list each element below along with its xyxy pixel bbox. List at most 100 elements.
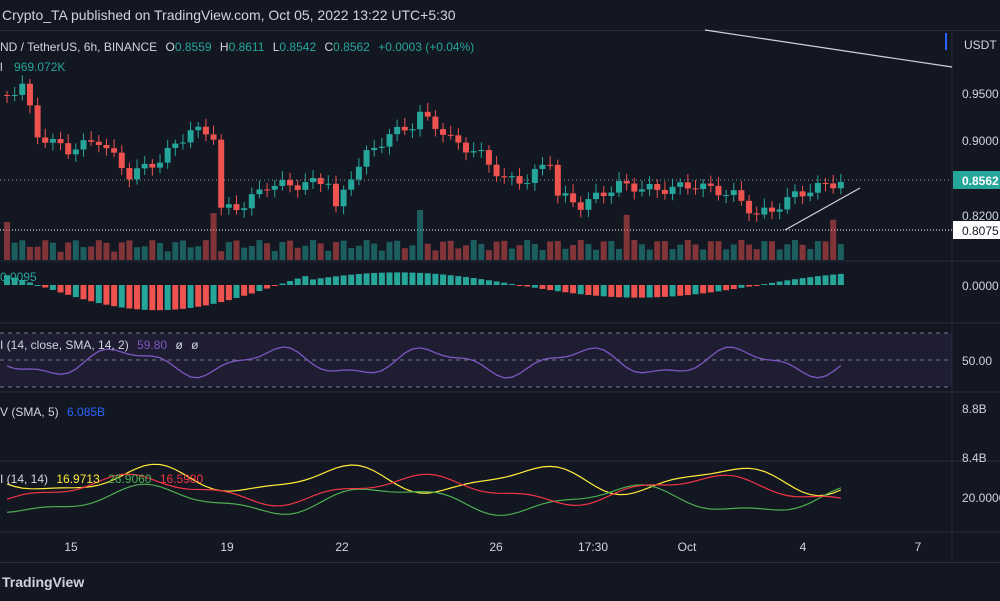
macd-bar (508, 283, 515, 285)
volume-bar (478, 243, 485, 260)
volume-bars (4, 210, 844, 260)
macd-bar (57, 285, 64, 293)
volume-bar (225, 242, 232, 260)
macd-bar (378, 272, 385, 285)
macd-bar (669, 285, 676, 297)
macd-bar (42, 285, 49, 288)
candle-body (707, 183, 714, 186)
volume-bar (394, 240, 401, 260)
candle-body (554, 164, 561, 196)
macd-bar (195, 285, 202, 307)
candle-body (661, 189, 668, 194)
macd-bar (470, 278, 477, 285)
volume-bar (807, 249, 814, 260)
macd-bar (317, 278, 324, 285)
macd-bar (386, 272, 393, 285)
candle-body (11, 94, 18, 96)
macd-bar (80, 285, 87, 300)
volume-bar (378, 250, 385, 260)
volume-bar (386, 241, 393, 260)
candle-body (585, 199, 592, 210)
volume-value: 969.072K (14, 60, 65, 74)
candle-body (547, 164, 554, 166)
macd-bar (302, 276, 309, 285)
candle-body (386, 134, 393, 147)
rsi-legend: I (14, close, SMA, 14, 2) 59.80 ø ø (0, 338, 199, 352)
volume-bar (814, 241, 821, 260)
volume-bar (753, 249, 760, 260)
macd-bar (256, 285, 263, 292)
candle-body (57, 139, 64, 144)
tradingview-logo[interactable]: TradingView (2, 574, 85, 590)
volume-bar (577, 240, 584, 260)
volume-bar (730, 244, 737, 260)
macd-bar (440, 274, 447, 285)
obv-label: V (SMA, 5) (0, 405, 59, 419)
candle-body (325, 183, 332, 185)
candle-body (493, 164, 500, 177)
volume-bar (585, 244, 592, 260)
candle-body (608, 192, 615, 197)
macd-bar (355, 274, 362, 285)
candle-body (118, 152, 125, 169)
candle-body (539, 164, 546, 169)
candle-body (753, 213, 760, 215)
candle-body (394, 126, 401, 135)
candle-body (80, 140, 87, 150)
volume-bar (65, 242, 72, 260)
ascending-trendline[interactable] (784, 187, 861, 231)
volume-bar (149, 240, 156, 260)
candle-body (340, 189, 347, 207)
macd-bar (111, 285, 118, 307)
volume-bar (470, 240, 477, 260)
candle-body (700, 183, 707, 190)
macd-bar (371, 273, 378, 285)
macd-bar (179, 285, 186, 309)
volume-legend: l 969.072K (0, 60, 65, 74)
macd-bar (248, 285, 255, 294)
candle-body (317, 178, 324, 185)
candle-body (822, 182, 829, 184)
volume-bar (287, 240, 294, 260)
macd-bar (271, 285, 278, 287)
adx-line (6, 463, 842, 497)
candle-body (111, 148, 118, 153)
candle-body (149, 163, 156, 168)
macd-bar (401, 272, 408, 285)
candle-body (332, 183, 339, 207)
candle-body (42, 137, 49, 143)
descending-trendline[interactable] (704, 29, 953, 68)
volume-bar (264, 243, 271, 260)
volume-bar (738, 240, 745, 260)
candle-body (95, 141, 102, 145)
macd-bar (684, 285, 691, 296)
candle-body (355, 166, 362, 180)
candle-body (294, 185, 301, 190)
volume-bar (340, 240, 347, 260)
minus-di-value: 16.5980 (160, 472, 204, 486)
volume-bar (11, 242, 18, 260)
macd-bar (103, 285, 110, 305)
macd-bar (631, 285, 638, 298)
volume-bar (332, 241, 339, 260)
volume-bar (661, 241, 668, 260)
volume-bar (19, 240, 26, 260)
volume-bar (118, 242, 125, 260)
candle-body (126, 168, 133, 180)
plus-di-line (6, 483, 842, 516)
macd-bar (784, 280, 791, 285)
candle-body (654, 184, 661, 190)
volume-bar (49, 242, 56, 260)
candle-body (463, 142, 469, 153)
time-label: 19 (220, 540, 234, 554)
macd-bar (738, 285, 745, 288)
volume-bar (111, 251, 118, 260)
volume-bar (508, 248, 515, 260)
trading-chart[interactable]: ND / TetherUS, 6h, BINANCE O0.8559 H0.86… (0, 0, 1000, 562)
candle-body (677, 182, 684, 187)
volume-bar (95, 240, 102, 260)
candlesticks (4, 75, 844, 222)
volume-bar (34, 246, 41, 260)
macd-bar (577, 285, 584, 295)
macd-bar (516, 285, 523, 286)
